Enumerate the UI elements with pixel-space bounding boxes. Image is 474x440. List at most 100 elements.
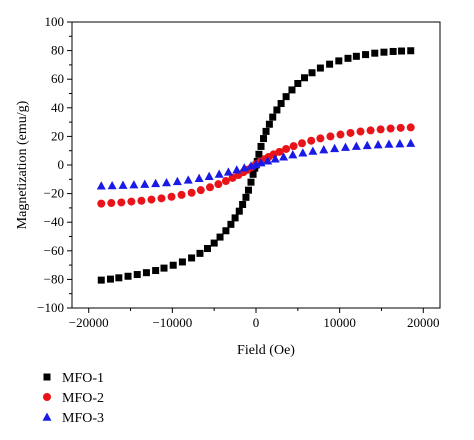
y-tick-label: −100 <box>37 300 64 315</box>
data-point-mfo-2 <box>214 180 223 189</box>
data-point-mfo-3 <box>162 177 172 187</box>
data-point-mfo-1 <box>398 47 406 55</box>
data-point-mfo-2 <box>147 195 156 204</box>
legend-item-mfo-3: MFO-3 <box>42 411 104 426</box>
data-point-mfo-1 <box>288 86 296 94</box>
data-point-mfo-3 <box>288 150 298 159</box>
data-point-mfo-3 <box>214 169 224 178</box>
data-point-mfo-2 <box>316 134 325 143</box>
data-point-mfo-1 <box>178 258 186 266</box>
data-point-mfo-1 <box>362 51 370 59</box>
data-point-mfo-1 <box>97 276 105 284</box>
y-tick-label: −80 <box>44 271 64 286</box>
data-point-mfo-1 <box>294 79 302 87</box>
legend-label-mfo-2: MFO-2 <box>62 391 104 406</box>
data-point-mfo-3 <box>373 140 383 149</box>
data-point-mfo-1 <box>352 52 360 60</box>
legend-label-mfo-3: MFO-3 <box>62 411 104 426</box>
data-point-mfo-2 <box>366 126 375 135</box>
data-point-mfo-1 <box>260 135 268 143</box>
data-point-mfo-2 <box>307 136 316 145</box>
data-point-mfo-3 <box>406 138 416 147</box>
data-point-mfo-3 <box>279 152 289 161</box>
data-point-mfo-2 <box>346 128 355 137</box>
data-point-mfo-2 <box>282 144 291 153</box>
data-point-mfo-1 <box>255 150 263 158</box>
data-point-mfo-2 <box>289 142 298 151</box>
data-point-mfo-3 <box>362 140 372 150</box>
data-point-mfo-3 <box>395 139 405 148</box>
y-tick-label: −20 <box>44 186 64 201</box>
data-point-mfo-3 <box>308 146 318 155</box>
data-point-mfo-2 <box>196 186 205 195</box>
data-point-mfo-1 <box>231 214 239 222</box>
data-point-mfo-1 <box>188 254 196 262</box>
data-point-mfo-3 <box>270 154 280 163</box>
data-point-mfo-1 <box>301 74 309 82</box>
data-point-mfo-1 <box>249 170 257 178</box>
data-point-mfo-1 <box>326 60 334 68</box>
data-point-mfo-1 <box>222 227 230 235</box>
data-point-mfo-3 <box>330 143 340 153</box>
data-series-layer <box>96 47 416 284</box>
data-point-mfo-3 <box>298 148 308 157</box>
data-point-mfo-2 <box>187 188 196 197</box>
legend-item-mfo-1: MFO-1 <box>43 371 104 386</box>
data-point-mfo-1 <box>244 186 252 194</box>
data-point-mfo-2 <box>275 147 284 156</box>
data-point-mfo-3 <box>340 142 350 151</box>
axis-ticks <box>67 21 424 313</box>
y-tick-label: −60 <box>44 243 64 258</box>
data-point-mfo-2 <box>396 123 405 132</box>
data-point-mfo-3 <box>351 141 361 150</box>
data-point-mfo-3 <box>263 156 273 165</box>
data-point-mfo-2 <box>206 183 214 192</box>
data-point-mfo-1 <box>203 245 211 253</box>
data-point-mfo-1 <box>335 57 343 65</box>
legend-marker-mfo-2 <box>43 393 51 401</box>
x-tick-label: −20000 <box>69 315 109 330</box>
data-point-mfo-1 <box>216 233 224 241</box>
y-tick-label: −40 <box>44 214 64 229</box>
data-point-mfo-1 <box>371 49 379 57</box>
data-point-mfo-1 <box>210 239 218 247</box>
data-point-mfo-3 <box>223 167 233 176</box>
data-point-mfo-2 <box>406 123 415 132</box>
data-point-mfo-3 <box>204 171 214 180</box>
data-point-mfo-1 <box>242 193 250 201</box>
data-point-mfo-2 <box>117 198 126 207</box>
data-point-mfo-1 <box>124 272 132 280</box>
data-point-mfo-2 <box>336 130 345 139</box>
data-point-mfo-2 <box>137 196 146 205</box>
data-point-mfo-1 <box>133 271 141 279</box>
data-point-mfo-1 <box>265 120 273 128</box>
legend-marker-mfo-3 <box>42 412 52 421</box>
data-point-mfo-3 <box>96 181 106 190</box>
data-point-mfo-2 <box>221 177 230 186</box>
data-point-mfo-2 <box>127 197 136 206</box>
x-axis-title: Field (Oe) <box>237 343 295 358</box>
data-point-mfo-3 <box>183 175 193 184</box>
data-point-mfo-3 <box>232 165 242 174</box>
data-point-mfo-1 <box>273 106 281 114</box>
series-mfo-3 <box>96 138 416 190</box>
legend-item-mfo-2: MFO-2 <box>43 391 104 406</box>
data-point-mfo-1 <box>308 69 316 77</box>
data-point-mfo-3 <box>151 178 161 188</box>
data-point-mfo-1 <box>142 269 150 277</box>
data-point-mfo-3 <box>107 180 117 190</box>
data-point-mfo-1 <box>380 48 388 56</box>
y-tick-label: 40 <box>51 100 64 115</box>
data-point-mfo-2 <box>107 199 116 208</box>
data-point-mfo-3 <box>129 180 139 189</box>
data-point-mfo-3 <box>319 145 329 154</box>
legend: MFO-1 MFO-2 MFO-3 <box>42 371 104 426</box>
y-tick-label: 80 <box>51 43 64 58</box>
data-point-mfo-1 <box>257 142 265 150</box>
data-point-mfo-3 <box>118 180 128 189</box>
data-point-mfo-2 <box>97 199 106 208</box>
data-point-mfo-1 <box>152 267 160 275</box>
y-tick-label: 100 <box>45 14 65 29</box>
x-tick-label: 10000 <box>323 315 356 330</box>
